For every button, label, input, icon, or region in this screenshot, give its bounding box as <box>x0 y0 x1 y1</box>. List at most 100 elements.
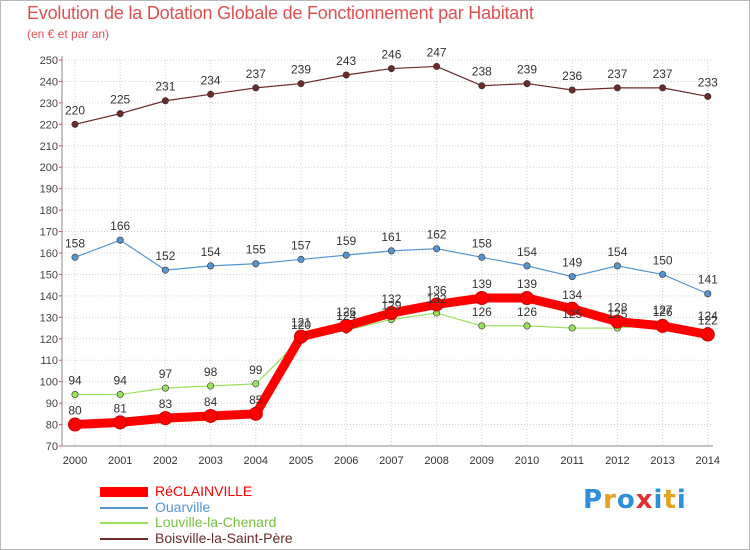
data-label-reclainville: 126 <box>653 305 673 319</box>
data-point-reclainville <box>294 329 308 344</box>
data-point-boisville <box>116 110 124 118</box>
data-label-reclainville: 134 <box>562 288 582 302</box>
y-tick-label: 190 <box>40 184 58 196</box>
data-label-louville: 97 <box>159 367 173 381</box>
data-label-louville: 127 <box>653 303 673 317</box>
data-point-ouarville <box>478 253 486 261</box>
y-tick-label: 180 <box>40 205 58 217</box>
data-label-reclainville: 136 <box>427 283 447 297</box>
data-point-louville <box>207 382 215 390</box>
data-point-boisville <box>252 84 260 92</box>
y-tick-label: 90 <box>46 398 58 410</box>
data-label-boisville: 236 <box>562 69 582 83</box>
y-tick-label: 100 <box>40 377 58 389</box>
legend-label-reclainville: RéCLAINVILLE <box>155 483 253 499</box>
data-label-louville: 124 <box>698 309 718 323</box>
data-point-boisville <box>433 62 441 70</box>
data-label-reclainville: 139 <box>472 277 492 291</box>
x-tick-label: 2007 <box>379 455 403 467</box>
data-label-ouarville: 154 <box>201 245 221 259</box>
data-label-reclainville: 122 <box>698 313 718 327</box>
y-tick-label: 120 <box>40 334 58 346</box>
data-point-reclainville <box>610 314 625 329</box>
data-point-boisville <box>523 80 531 88</box>
logo-letter: t <box>663 485 677 515</box>
x-tick-label: 2013 <box>650 455 674 467</box>
data-label-boisville: 237 <box>246 67 266 81</box>
x-tick-label: 2006 <box>334 455 358 467</box>
legend-label-louville: Louville-la-Chenard <box>155 514 277 530</box>
data-point-reclainville <box>384 306 399 321</box>
y-tick-label: 230 <box>40 98 58 110</box>
data-label-boisville: 220 <box>65 103 85 117</box>
legend-swatch-ouarville <box>100 506 148 509</box>
x-tick-label: 2011 <box>560 455 584 467</box>
x-tick-label: 2008 <box>424 455 448 467</box>
data-label-boisville: 239 <box>291 63 311 77</box>
data-point-reclainville <box>700 327 715 342</box>
data-point-boisville <box>568 86 576 94</box>
data-point-reclainville <box>474 291 489 306</box>
y-tick-label: 210 <box>40 141 58 153</box>
data-point-ouarville <box>342 251 350 259</box>
data-label-louville: 126 <box>472 305 492 319</box>
proxiti-logo: Proxiti <box>583 485 687 515</box>
legend-label-boisville: Boisville-la-Saint-Père <box>155 529 293 546</box>
data-point-ouarville <box>568 273 576 281</box>
data-label-ouarville: 161 <box>381 230 401 244</box>
y-tick-label: 80 <box>46 420 58 432</box>
data-point-reclainville <box>655 318 670 333</box>
data-label-louville: 126 <box>517 305 537 319</box>
data-label-louville: 94 <box>114 374 128 388</box>
y-tick-label: 240 <box>40 76 58 88</box>
data-point-ouarville <box>387 247 395 255</box>
x-tick-label: 2003 <box>198 455 222 467</box>
data-point-ouarville <box>523 262 531 270</box>
data-point-boisville <box>161 97 169 105</box>
data-point-boisville <box>478 82 486 90</box>
data-label-boisville: 234 <box>201 73 221 87</box>
data-label-reclainville: 139 <box>517 277 537 291</box>
logo-letter: i <box>653 485 664 515</box>
logo-letter: i <box>676 485 687 515</box>
chart-title: Evolution de la Dotation Globale de Fonc… <box>27 3 534 23</box>
y-tick-label: 200 <box>40 162 58 174</box>
y-tick-label: 150 <box>40 269 58 281</box>
data-point-louville <box>116 391 124 399</box>
data-label-reclainville: 81 <box>114 401 128 415</box>
data-point-boisville <box>207 90 215 98</box>
data-label-boisville: 246 <box>381 48 401 62</box>
data-label-boisville: 237 <box>653 67 673 81</box>
data-label-louville: 124 <box>336 309 356 323</box>
data-label-louville: 125 <box>607 307 627 321</box>
y-tick-label: 130 <box>40 312 58 324</box>
data-point-ouarville <box>207 262 215 270</box>
data-label-reclainville: 126 <box>336 305 356 319</box>
data-label-louville: 120 <box>291 318 311 332</box>
data-label-ouarville: 158 <box>65 236 85 250</box>
data-point-reclainville <box>203 408 218 423</box>
data-point-louville <box>252 380 260 388</box>
y-tick-label: 110 <box>40 355 58 367</box>
data-point-louville <box>161 384 169 392</box>
data-label-reclainville: 121 <box>291 316 311 330</box>
data-point-boisville <box>613 84 621 92</box>
x-tick-label: 2005 <box>289 455 313 467</box>
data-point-boisville <box>71 120 79 128</box>
legend-label-ouarville: Ouarville <box>155 498 211 515</box>
data-label-ouarville: 154 <box>517 245 537 259</box>
data-label-boisville: 237 <box>607 67 627 81</box>
data-point-ouarville <box>161 266 169 274</box>
data-label-ouarville: 149 <box>562 256 582 270</box>
data-point-ouarville <box>659 270 667 278</box>
x-tick-label: 2001 <box>108 455 132 467</box>
y-tick-label: 250 <box>40 55 58 67</box>
y-tick-label: 220 <box>40 119 58 131</box>
data-label-ouarville: 162 <box>427 228 447 242</box>
data-point-reclainville <box>248 406 263 421</box>
logo-letter: o <box>616 485 636 515</box>
data-label-louville: 98 <box>204 365 218 379</box>
data-point-ouarville <box>297 255 305 263</box>
y-tick-label: 70 <box>46 441 58 453</box>
data-label-ouarville: 157 <box>291 238 311 252</box>
